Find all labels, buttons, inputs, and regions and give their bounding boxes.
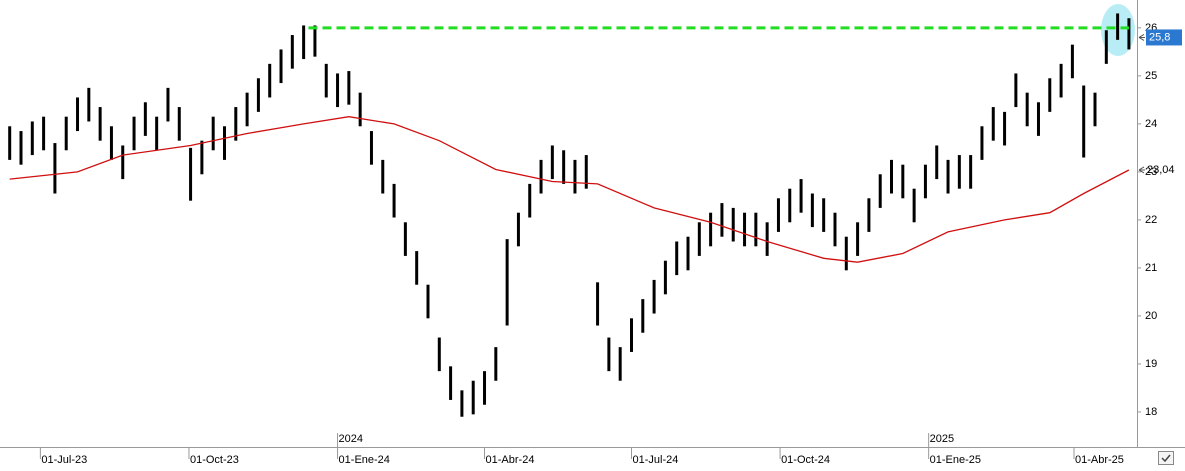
last-value-box (1146, 29, 1182, 46)
x-tick-label: 01-Oct-23 (190, 454, 239, 466)
y-tick-label: 21 (1145, 262, 1157, 274)
x-tick-label: 01-Ene-25 (930, 454, 981, 466)
y-tick-label: 23 (1145, 166, 1157, 178)
y-tick-label: 20 (1145, 310, 1157, 322)
last-value-label: 23,04 (1147, 164, 1175, 176)
x-tick-label: 01-Ene-24 (339, 454, 390, 466)
x-tick-label: 01-Jul-23 (41, 454, 87, 466)
toggle-button[interactable] (1158, 451, 1174, 465)
x-tick-label: 01-Abr-25 (1075, 454, 1124, 466)
x-tick-label: 01-Abr-24 (486, 454, 535, 466)
y-tick-label: 26 (1145, 22, 1157, 34)
y-tick-label: 19 (1145, 358, 1157, 370)
moving-average (9, 116, 1130, 263)
year-label: 2024 (339, 433, 363, 445)
year-label: 2025 (930, 433, 954, 445)
x-tick-label: 01-Oct-24 (781, 454, 830, 466)
last-value-label: 25,8 (1149, 31, 1170, 43)
last-value-pointer (1138, 166, 1145, 174)
y-tick-label: 25 (1145, 70, 1157, 82)
x-tick-label: 01-Jul-24 (632, 454, 678, 466)
y-tick-label: 24 (1145, 118, 1157, 130)
last-value-pointer (1138, 34, 1145, 41)
y-tick-label: 18 (1145, 406, 1157, 418)
toggle-icon (1161, 454, 1171, 463)
y-tick-label: 22 (1145, 214, 1157, 226)
